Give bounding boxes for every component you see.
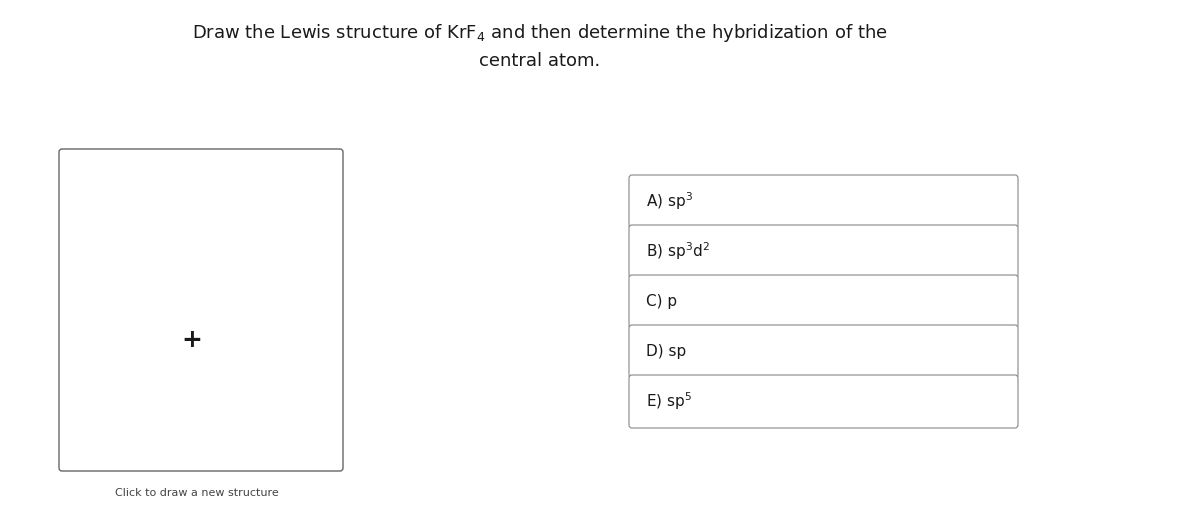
Text: D) sp: D) sp: [646, 344, 686, 359]
FancyBboxPatch shape: [59, 149, 343, 471]
FancyBboxPatch shape: [629, 325, 1018, 378]
Text: Draw the Lewis structure of KrF$_4$ and then determine the hybridization of the: Draw the Lewis structure of KrF$_4$ and …: [192, 22, 888, 44]
Text: Click to draw a new structure: Click to draw a new structure: [115, 488, 278, 498]
Text: E) sp$^5$: E) sp$^5$: [646, 391, 692, 412]
Text: central atom.: central atom.: [479, 52, 601, 70]
FancyBboxPatch shape: [629, 275, 1018, 328]
FancyBboxPatch shape: [629, 375, 1018, 428]
Text: C) p: C) p: [646, 294, 677, 309]
Text: A) sp$^3$: A) sp$^3$: [646, 191, 692, 212]
Text: +: +: [181, 328, 203, 352]
FancyBboxPatch shape: [629, 225, 1018, 278]
FancyBboxPatch shape: [629, 175, 1018, 228]
Text: B) sp$^3$d$^2$: B) sp$^3$d$^2$: [646, 241, 709, 262]
